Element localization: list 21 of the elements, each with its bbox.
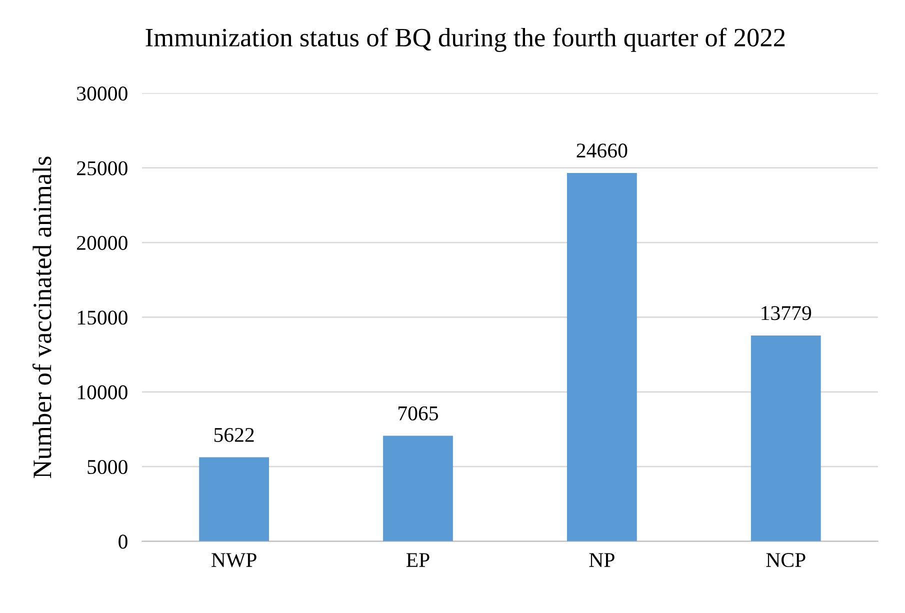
bar (199, 457, 270, 542)
y-tick-label: 30000 (77, 86, 128, 101)
chart-title: Immunization status of BQ during the fourth quarter of 2022 (146, 28, 785, 52)
y-tick-label: 10000 (78, 385, 128, 400)
bar (566, 172, 637, 542)
y-axis-title: Number of vaccinated animals (32, 156, 52, 478)
y-tick-label: 20000 (77, 236, 128, 250)
y-tick-label: 15000 (78, 310, 128, 325)
data-label: 7065 (398, 406, 438, 420)
x-tick-label: NP (589, 553, 614, 567)
x-tick-label: NWP (212, 553, 256, 568)
bar (750, 335, 821, 542)
data-label: 5622 (214, 428, 254, 442)
bar (383, 436, 453, 542)
y-tick-label: 5000 (88, 460, 128, 474)
data-label: 24660 (576, 144, 628, 158)
y-tick-label: 25000 (77, 161, 128, 176)
x-tick-label: EP (406, 553, 430, 567)
y-tick-label: 0 (118, 534, 128, 549)
data-label: 13779 (762, 306, 812, 320)
x-tick-label: NCP (766, 553, 806, 568)
